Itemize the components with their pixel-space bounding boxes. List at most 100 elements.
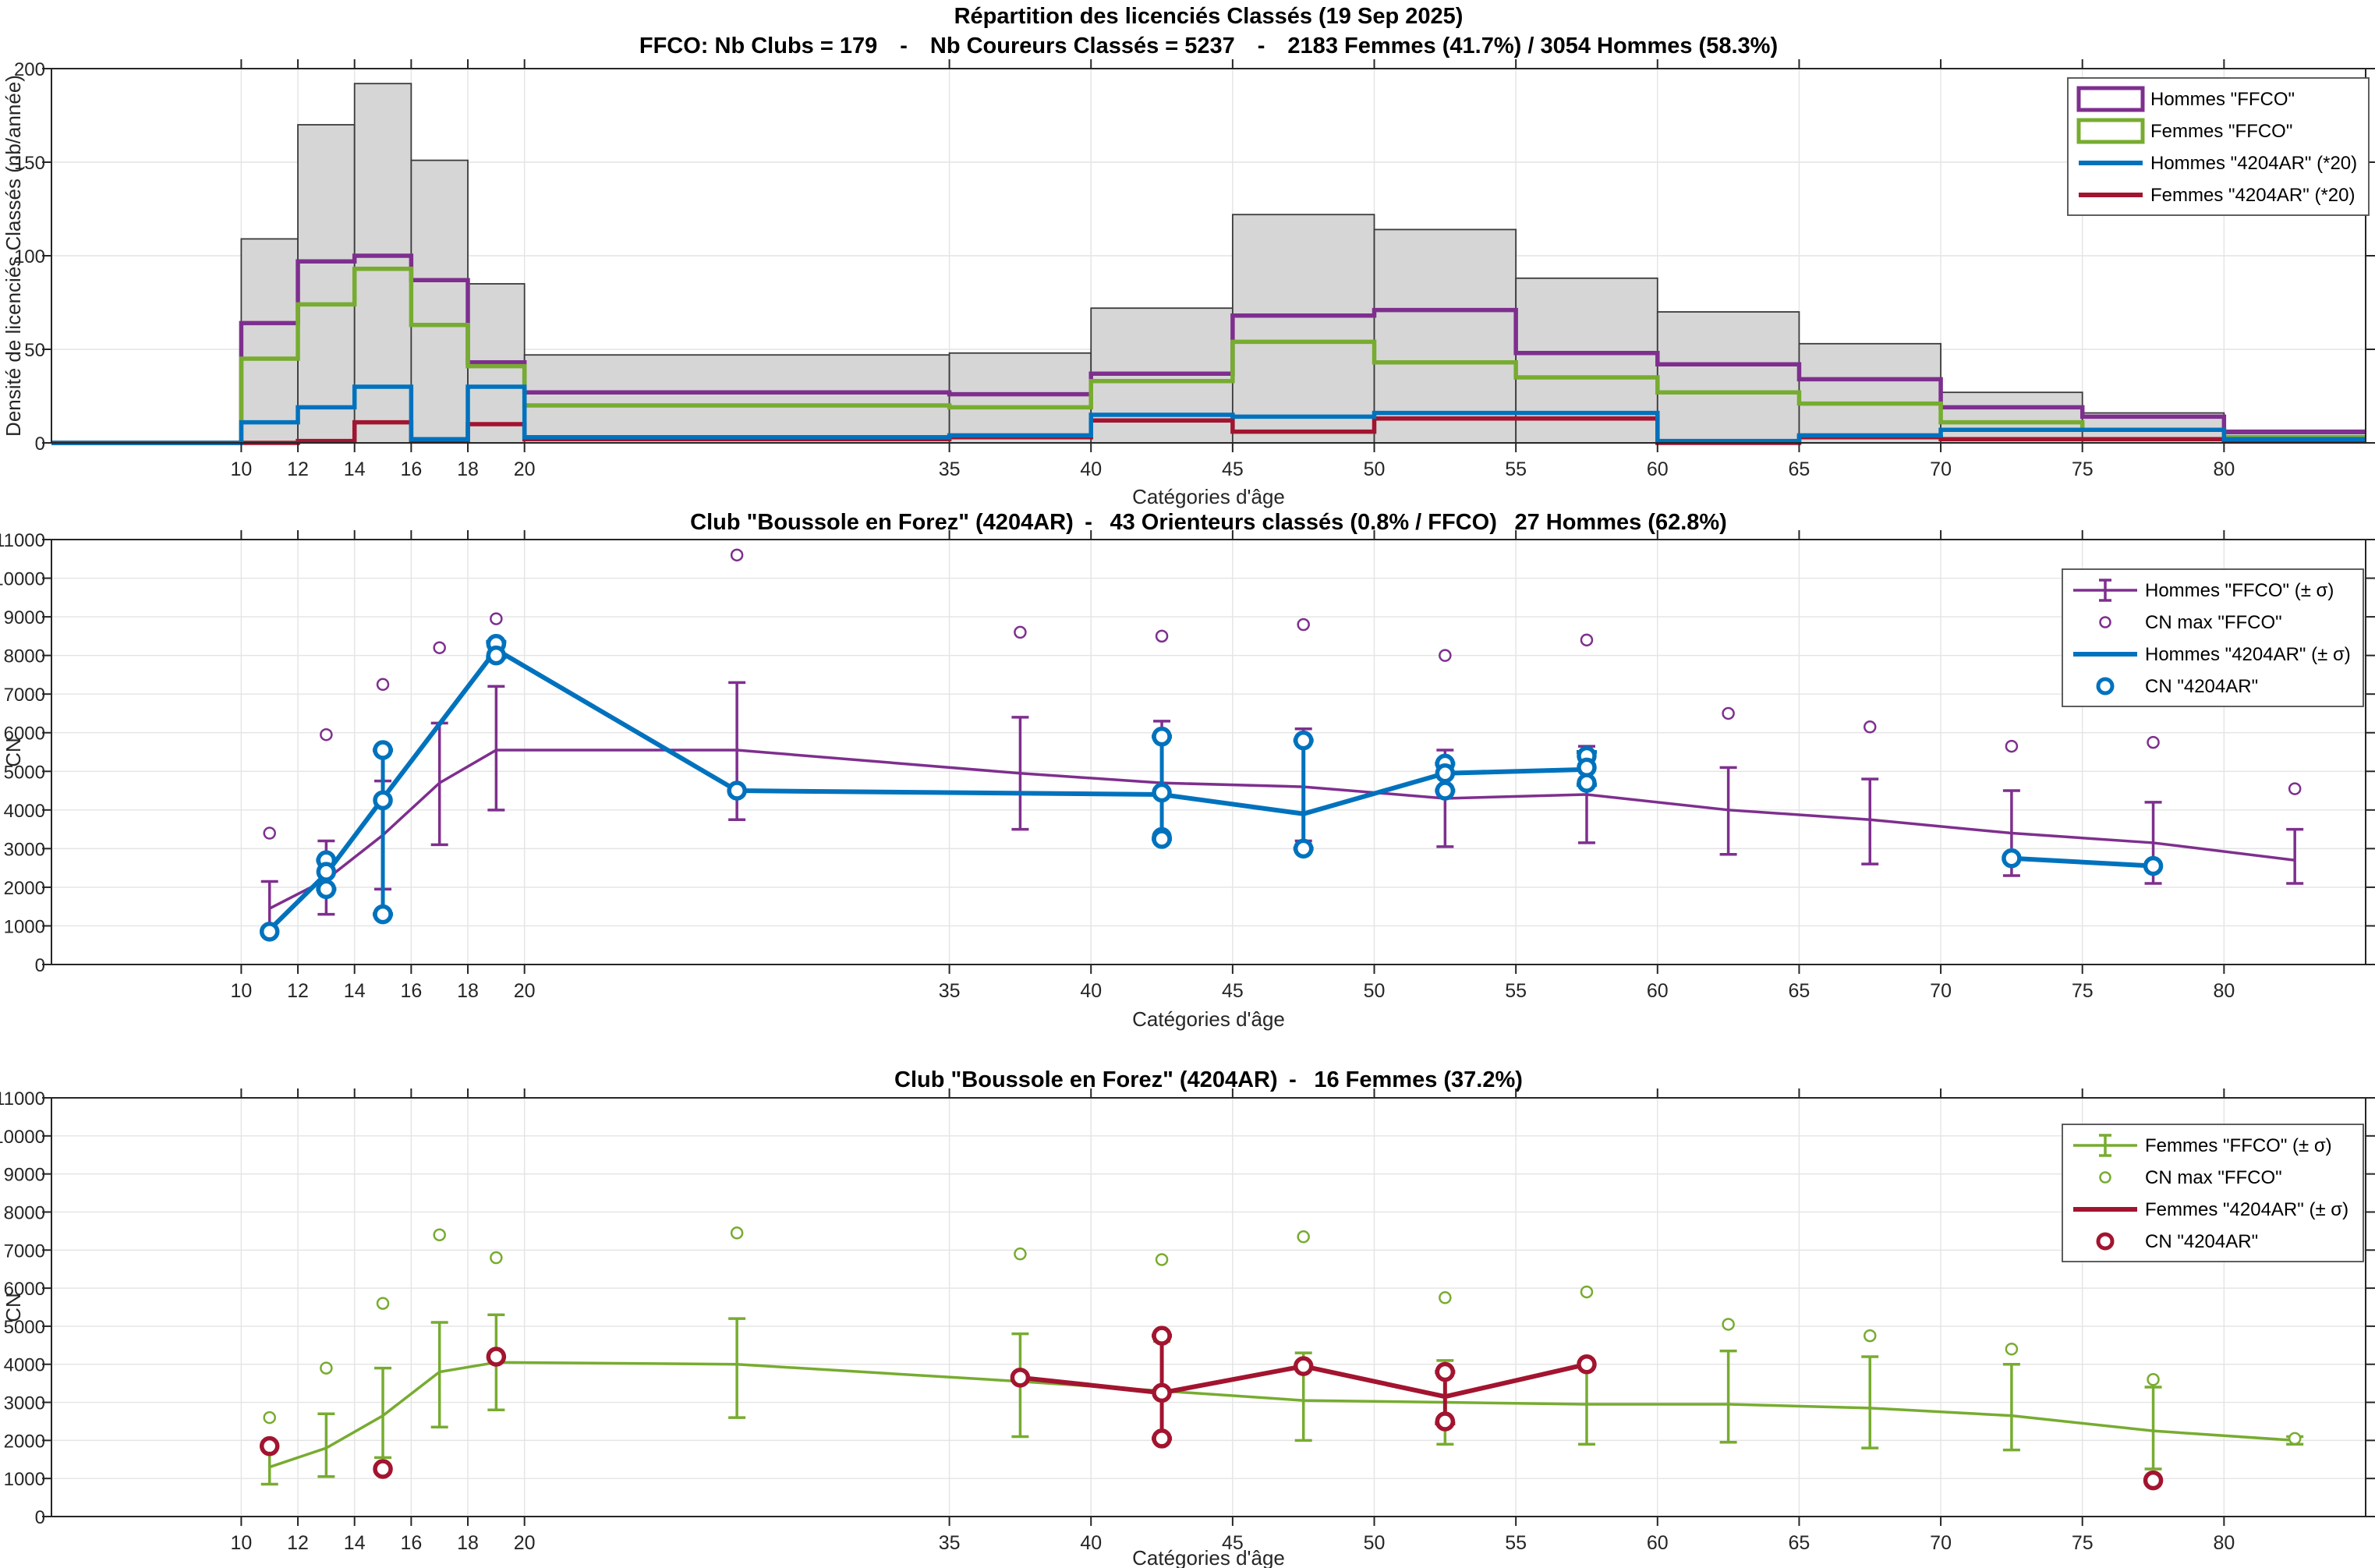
svg-text:4000: 4000: [4, 1355, 45, 1376]
hommes-club-steps: [51, 384, 2366, 445]
bottom-chart-title: Club "Boussole en Forez" (4204AR) - 16 F…: [894, 1067, 1523, 1092]
svg-text:70: 70: [1930, 980, 1952, 1002]
femmes-grid: [51, 1098, 2366, 1517]
svg-text:2000: 2000: [4, 878, 45, 899]
svg-text:20: 20: [514, 458, 536, 480]
svg-text:45: 45: [1222, 1532, 1244, 1554]
svg-text:50: 50: [1364, 980, 1386, 1002]
top-y-axis-label: Densité de licenciés Classés (nb/année): [2, 75, 25, 437]
svg-text:18: 18: [457, 980, 479, 1002]
svg-text:20: 20: [514, 1532, 536, 1554]
svg-text:7000: 7000: [4, 1241, 45, 1262]
svg-text:14: 14: [344, 1532, 366, 1554]
total-histogram-bars: [240, 83, 2366, 444]
svg-text:35: 35: [939, 1532, 961, 1554]
svg-text:Femmes "4204AR" (± σ): Femmes "4204AR" (± σ): [2145, 1199, 2348, 1220]
svg-text:16: 16: [400, 458, 422, 480]
svg-text:CN "4204AR": CN "4204AR": [2145, 1231, 2258, 1252]
svg-text:Hommes "FFCO" (± σ): Hommes "FFCO" (± σ): [2145, 580, 2334, 601]
svg-text:11000: 11000: [0, 1088, 45, 1110]
svg-text:16: 16: [400, 1532, 422, 1554]
svg-text:9000: 9000: [4, 1165, 45, 1186]
svg-text:40: 40: [1080, 1532, 1102, 1554]
hommes-ffco-mean-line: [268, 749, 2295, 910]
hommes-cn-plot: 10 12 14 16 18 20 35 40 45 50 55 60 65 70 75 80 0 1000 200…: [0, 530, 2375, 1002]
svg-text:10: 10: [230, 1532, 252, 1554]
svg-text:0: 0: [35, 955, 45, 976]
svg-text:55: 55: [1505, 1532, 1527, 1554]
svg-text:60: 60: [1647, 1532, 1669, 1554]
svg-text:20: 20: [514, 980, 536, 1002]
svg-text:12: 12: [287, 980, 309, 1002]
svg-text:11000: 11000: [0, 530, 45, 551]
svg-text:10: 10: [230, 458, 252, 480]
svg-text:80: 80: [2213, 1532, 2235, 1554]
svg-text:10: 10: [230, 980, 252, 1002]
svg-text:14: 14: [344, 458, 366, 480]
svg-text:75: 75: [2072, 1532, 2094, 1554]
svg-text:150: 150: [14, 153, 45, 174]
svg-text:16: 16: [400, 980, 422, 1002]
svg-text:65: 65: [1789, 458, 1810, 480]
svg-text:10000: 10000: [0, 569, 45, 590]
svg-text:50: 50: [24, 340, 45, 361]
femmes-club-series: [259, 1326, 2164, 1491]
svg-text:CN "4204AR": CN "4204AR": [2145, 676, 2258, 697]
svg-text:75: 75: [2072, 458, 2094, 480]
top-chart-subtitle: FFCO: Nb Clubs = 179 - Nb Coureurs Class…: [639, 34, 1778, 58]
top-chart-title: Répartition des licenciés Classés (19 Se…: [954, 4, 1464, 29]
svg-text:50: 50: [1364, 1532, 1386, 1554]
svg-text:3000: 3000: [4, 1393, 45, 1414]
svg-text:Femmes "FFCO": Femmes "FFCO": [2150, 121, 2292, 142]
svg-text:80: 80: [2213, 980, 2235, 1002]
svg-text:60: 60: [1647, 458, 1669, 480]
svg-text:6000: 6000: [4, 724, 45, 745]
svg-text:5000: 5000: [4, 1317, 45, 1338]
hommes-club-series: [259, 634, 2164, 942]
hommes-ffco-errorbars: [260, 681, 2304, 932]
svg-text:12: 12: [287, 458, 309, 480]
femmes-axes: 10 12 14 16 18 20 35 40 45 50 55 60 65 70 75 80 0 1000 200…: [0, 1088, 2375, 1554]
femmes-cn-max-markers: [263, 1226, 2302, 1446]
middle-x-axis-label: Catégories d'âge: [1132, 1007, 1285, 1031]
svg-text:4000: 4000: [4, 801, 45, 822]
svg-text:1000: 1000: [4, 1469, 45, 1490]
svg-text:Femmes "FFCO" (± σ): Femmes "FFCO" (± σ): [2145, 1135, 2332, 1156]
svg-text:65: 65: [1789, 980, 1810, 1002]
hommes-legend: Hommes "FFCO" (± σ) CN max "FFCO" Hommes "…: [2062, 568, 2364, 707]
svg-text:Femmes "4204AR" (*20): Femmes "4204AR" (*20): [2150, 185, 2355, 206]
svg-text:Hommes "4204AR" (*20): Hommes "4204AR" (*20): [2150, 153, 2357, 174]
svg-text:Hommes "4204AR" (± σ): Hommes "4204AR" (± σ): [2145, 644, 2351, 665]
svg-text:60: 60: [1647, 980, 1669, 1002]
svg-text:0: 0: [35, 434, 45, 455]
svg-text:18: 18: [457, 458, 479, 480]
svg-text:75: 75: [2072, 980, 2094, 1002]
svg-text:80: 80: [2213, 458, 2235, 480]
svg-text:50: 50: [1364, 458, 1386, 480]
hommes-grid: [51, 540, 2366, 965]
svg-text:2000: 2000: [4, 1431, 45, 1452]
svg-text:8000: 8000: [4, 646, 45, 667]
svg-text:0: 0: [35, 1507, 45, 1528]
svg-text:70: 70: [1930, 1532, 1952, 1554]
svg-text:7000: 7000: [4, 685, 45, 706]
svg-text:55: 55: [1505, 980, 1527, 1002]
svg-text:40: 40: [1080, 980, 1102, 1002]
hommes-axes: 10 12 14 16 18 20 35 40 45 50 55 60 65 70 75 80 0 1000 200…: [0, 530, 2375, 1002]
svg-text:CN max "FFCO": CN max "FFCO": [2145, 612, 2282, 633]
svg-text:5000: 5000: [4, 762, 45, 783]
svg-text:12: 12: [287, 1532, 309, 1554]
middle-chart-title: Club "Boussole en Forez" (4204AR) - 43 O…: [690, 510, 1727, 535]
svg-text:200: 200: [14, 59, 45, 80]
svg-text:18: 18: [457, 1532, 479, 1554]
svg-text:100: 100: [14, 246, 45, 267]
repartition-legend: Hommes "FFCO" Femmes "FFCO" Hommes "4204AR…: [2067, 77, 2370, 216]
svg-text:14: 14: [344, 980, 366, 1002]
svg-text:10000: 10000: [0, 1127, 45, 1148]
svg-text:35: 35: [939, 458, 961, 480]
hommes-cn-max-markers: [263, 548, 2302, 840]
svg-text:1000: 1000: [4, 916, 45, 937]
svg-text:45: 45: [1222, 458, 1244, 480]
